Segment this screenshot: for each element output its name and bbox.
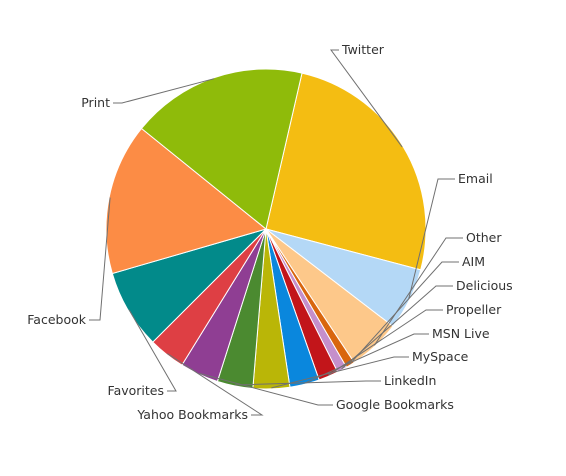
slice-label-linkedin: LinkedIn (384, 373, 436, 388)
slice-label-facebook: Facebook (27, 312, 86, 327)
leader-line-aim (349, 261, 459, 365)
slice-label-print: Print (81, 95, 110, 110)
slice-label-aim: AIM (462, 254, 485, 269)
pie-slice-facebook (105, 127, 268, 275)
pie-slice-print (140, 68, 303, 230)
leader-line-twitter (330, 49, 403, 148)
slice-label-email: Email (458, 171, 493, 186)
slice-label-other: Other (466, 230, 502, 245)
slice-label-yahoo-bookmarks: Yahoo Bookmarks (136, 407, 248, 422)
leader-line-propeller (327, 309, 443, 376)
leader-line-yahoo-bookmarks (167, 353, 264, 416)
leader-line-delicious (341, 285, 453, 370)
slice-label-propeller: Propeller (446, 302, 502, 317)
leader-line-favorites (128, 309, 177, 392)
leader-line-myspace (271, 356, 409, 389)
leader-line-msn-live (304, 333, 429, 384)
pie-labels: Twitter Email Other AIM Delicious Propeller MS… (27, 42, 512, 422)
leader-line-email (408, 178, 455, 300)
leader-line-print (113, 78, 215, 104)
slice-label-google-bookmarks: Google Bookmarks (336, 397, 454, 412)
slice-label-favorites: Favorites (108, 383, 164, 398)
pie-slices (105, 68, 427, 390)
leader-line-linkedin (235, 380, 381, 386)
leader-line-other (373, 237, 463, 346)
pie-slice-twitter (265, 72, 427, 271)
leader-line-google-bookmarks (199, 373, 333, 406)
slice-label-twitter: Twitter (341, 42, 385, 57)
pie-leader-lines (89, 49, 463, 416)
slice-label-msn-live: MSN Live (432, 326, 490, 341)
leader-line-facebook (89, 197, 111, 321)
slice-label-myspace: MySpace (412, 349, 469, 364)
slice-label-delicious: Delicious (456, 278, 513, 293)
